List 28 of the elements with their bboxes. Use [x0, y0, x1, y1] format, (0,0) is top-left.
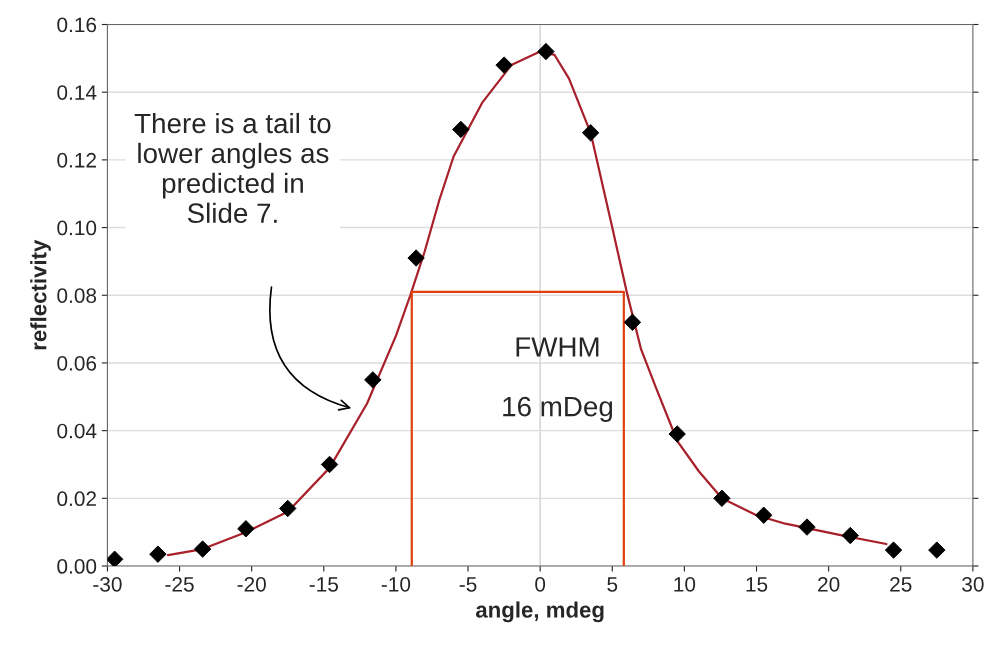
x-tick-label: 15	[746, 577, 768, 592]
y-axis-title: reflectivity	[30, 239, 51, 350]
x-tick-label: -15	[309, 577, 338, 592]
x-axis-title: angle, mdeg	[475, 601, 604, 623]
y-tick-label: 0.04	[57, 423, 97, 439]
x-tick-label: -5	[459, 577, 477, 592]
y-tick-label: 0.06	[57, 355, 97, 371]
x-tick-label: 20	[818, 576, 840, 592]
y-tick-label: 0.12	[57, 152, 96, 168]
annotation: There is a tail to lower angles as predicted in Slide 7.	[134, 112, 331, 224]
x-tick-label: 10	[674, 576, 696, 592]
y-tick-label: 0.10	[57, 220, 97, 236]
x-tick-label: -10	[381, 576, 411, 592]
x-tick-label: 5	[607, 577, 618, 592]
x-tick-label: 25	[890, 576, 912, 592]
y-tick-label: 0.08	[57, 288, 97, 304]
point	[668, 425, 686, 443]
x-tick-label: 30	[962, 576, 984, 592]
y-tick-label: 0.02	[57, 491, 96, 507]
y-tick-label: 0.16	[57, 17, 97, 33]
x-tick-label: -20	[237, 576, 266, 592]
y-tick-label: 0.00	[57, 559, 97, 574]
annotation: FWHM	[516, 337, 599, 357]
y-tick-label: 0.14	[57, 85, 97, 100]
x-tick-label: -30	[93, 576, 122, 592]
annotation: 16 mDeg	[503, 396, 613, 422]
x-tick-label: -25	[165, 576, 194, 592]
x-tick-label: 0	[535, 576, 546, 592]
